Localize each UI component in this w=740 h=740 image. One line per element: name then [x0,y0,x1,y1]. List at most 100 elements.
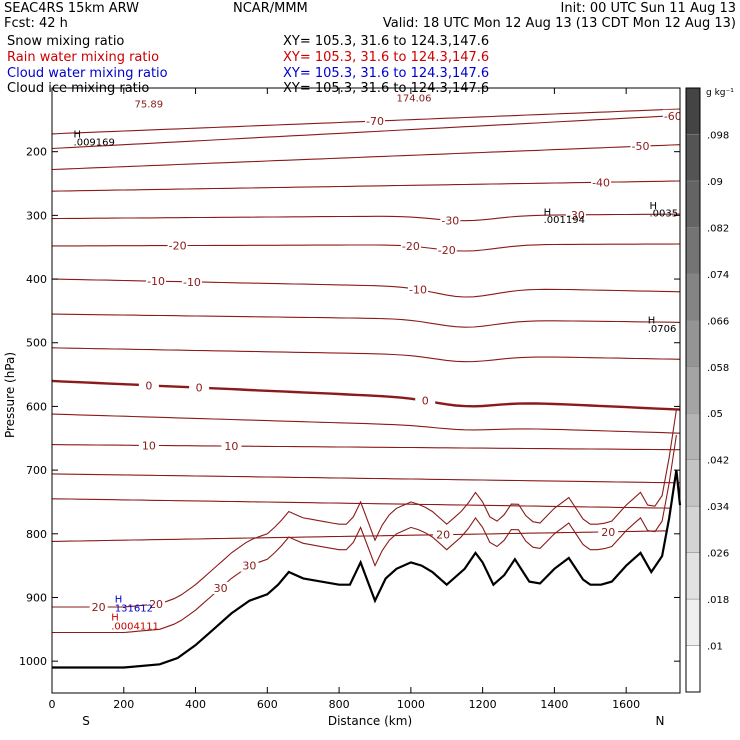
field-annotation: H [648,316,656,327]
isotherm-label-bg [433,528,454,541]
x-tick-label: 1600 [612,698,640,711]
y-tick-label: 300 [26,209,47,222]
x-tick-label: 0 [49,698,56,711]
colorbar-tick-label: .042 [707,456,729,467]
field-cloudwater-xy: XY= 105.3, 31.6 to 124.3,147.6 [283,66,490,81]
colorbar-tick-label: .05 [707,409,723,420]
isotherm-line [52,347,680,363]
isotherm-label: 20 [92,601,106,614]
isotherm-label: 20 [601,526,615,539]
colorbar-tick-label: .082 [707,223,729,234]
y-tick-label: 500 [26,337,47,350]
colorbar-units: g kg⁻¹ [706,88,734,98]
colorbar-tick-label: .01 [707,642,723,653]
model-name: SEAC4RS 15km ARW [4,1,140,16]
isotherm-line [52,144,680,171]
x-tick-label: 1000 [397,698,425,711]
y-tick-label: 1000 [19,655,47,668]
y-axis-label: Pressure (hPa) [3,352,17,438]
isotherm-label-bg [89,601,108,614]
isotherm-label: -20 [438,244,456,257]
y-tick-label: 800 [26,528,47,541]
terrain-isotherm-line [52,435,677,634]
field-annotation: .009169 [74,137,115,148]
field-annotation: 131612 [115,603,153,614]
y-tick-label: 700 [26,464,47,477]
x-tick-label: 600 [257,698,278,711]
colorbar-segment [685,412,701,460]
isotherm-label-bg [364,115,385,128]
colorbar-tick-label: .034 [707,502,729,513]
isotherm-line [52,313,680,328]
colorbar-tick-label: .058 [707,363,729,374]
isotherm-line [52,180,680,192]
colorbar-segment [685,552,701,600]
isotherm-label: -10 [147,275,165,288]
north-label: N [656,714,665,728]
field-snow-name: Snow mixing ratio [7,34,125,49]
colorbar: .01 .018 .026 .034 .042 .05 .058 .066 .074 .082 .0… [685,87,729,693]
x-tick-label: 800 [329,698,350,711]
isotherm-group: -70 -60 -50 -40 -30 -30 -20 -20 -20 -10 -10 -10 0 0 0 1… [52,108,682,634]
isotherm-label-bg [440,214,461,227]
isotherm-label-bg [147,598,166,611]
isotherm-line [52,114,680,150]
init-time: Init: 00 UTC Sun 11 Aug 13 [560,1,736,16]
isotherm-label: -30 [567,209,585,222]
field-cloudwater-name: Cloud water mixing ratio [7,66,168,81]
x-tick-label: 1400 [540,698,568,711]
isotherm-label: 10 [224,440,238,453]
isotherm-line [52,413,680,434]
isotherm-label: 30 [214,582,228,595]
colorbar-tick-label: .074 [707,270,729,281]
isotherm-label-bg [415,394,436,407]
colorbar-segment [685,227,701,275]
field-annotation: H [115,595,123,606]
field-annotation: H [111,612,119,623]
terrain-line [52,469,682,669]
field-annotation: 75.89 [135,100,164,111]
isotherm-label: -60 [664,110,682,123]
x-tick-label: 400 [185,698,206,711]
south-label: S [82,714,90,728]
colorbar-segment [685,134,701,182]
isotherm-label-bg [408,283,429,296]
field-annotation: .0004111 [111,621,159,632]
colorbar-segment [685,645,701,693]
isotherm-label-bg [211,581,230,594]
isotherm-label-bg [240,559,259,572]
field-annotation: 174.06 [397,93,432,104]
y-tick-label: 200 [26,146,47,159]
isotherm-label-bg [400,240,421,253]
colorbar-tick-label: .09 [707,177,723,188]
isotherm-label: -40 [592,176,610,189]
colorbar-segment [685,87,701,135]
y-tick-label: 600 [26,400,47,413]
isotherm-label-bg [138,439,159,452]
plot-area: -70 -60 -50 -40 -30 -30 -20 -20 -20 -10 -10 -10 0 0 0 1… [52,93,682,669]
plot-frame [51,87,681,694]
isotherm-label-bg [598,525,619,538]
y-tick-label: 400 [26,273,47,286]
valid-time: Valid: 18 UTC Mon 12 Aug 13 (13 CDT Mon … [382,16,736,31]
y-tick-label: 900 [26,591,47,604]
colorbar-segment [685,459,701,507]
isotherm-label-bg [565,208,586,221]
isotherm-label-bg [436,244,457,257]
isotherm-label-bg [221,440,242,453]
x-tick-label: 1200 [469,698,497,711]
field-rain-name: Rain water mixing ratio [7,50,160,65]
isotherm-label: -50 [632,140,650,153]
isotherm-label: 0 [422,395,429,408]
colorbar-tick-label: .026 [707,549,729,560]
field-annotation: .0706 [648,324,677,335]
colorbar-segment [685,598,701,646]
isotherm-label: -20 [402,240,420,253]
isotherm-label-bg [662,109,680,122]
isotherm-label-bg [138,379,159,392]
colorbar-tick-label: .018 [707,595,729,606]
isotherm-line [52,530,680,542]
colorbar-tick-label: .098 [707,130,729,141]
field-annotation: .0035 [649,209,678,220]
